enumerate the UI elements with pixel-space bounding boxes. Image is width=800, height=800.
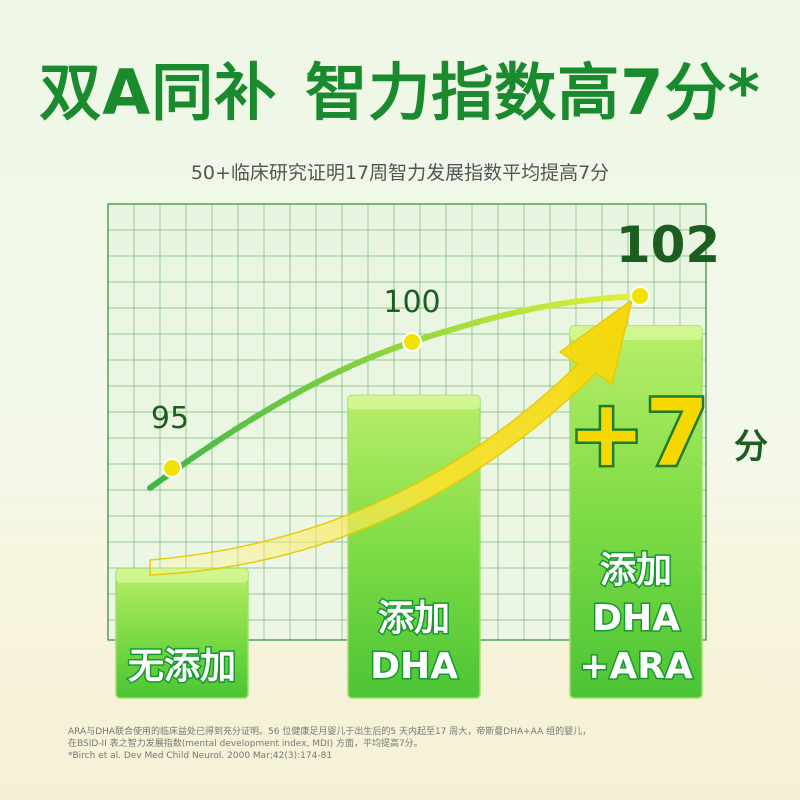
plus-seven-label: +7 [568, 380, 709, 487]
footnote-line-1: ARA与DHA联合使用的临床益处已得到充分证明。56 位健康足月婴儿于出生后的5… [68, 727, 592, 737]
headline-part-1: 双A同补 [39, 56, 278, 129]
bar-label-2-line-2: DHA [370, 646, 458, 687]
value-label-1: 95 [151, 401, 189, 436]
bar-label-2-line-1: 添加 [378, 598, 450, 639]
footnote: ARA与DHA联合使用的临床益处已得到充分证明。56 位健康足月婴儿于出生后的5… [68, 726, 768, 762]
bar-label-1-line-1: 无添加 [128, 646, 236, 687]
highlight-callout: +7 分 [566, 378, 769, 490]
bar-3: 添加 DHA +ARA [569, 325, 703, 699]
bar-label-3-line-2: DHA [592, 598, 680, 639]
footnote-line-3: *Birch et al. Dev Med Child Neurol. 2000… [68, 751, 333, 761]
headline: 双A同补 智力指数高7分* [0, 42, 800, 132]
bar-2: 添加 DHA [347, 394, 481, 699]
bar-top-1 [116, 568, 248, 583]
bar-label-3-line-1: 添加 [600, 550, 672, 591]
data-point-1 [162, 458, 182, 478]
footnote-line-2: 在BSID-II 表之智力发展指数(mental development ind… [68, 739, 423, 749]
value-label-3: 102 [616, 216, 720, 274]
bar-1: 无添加 [115, 567, 249, 699]
bar-label-3-line-3: +ARA [579, 646, 693, 687]
headline-part-2: 智力指数高7分* [305, 56, 761, 129]
subtitle: 50+临床研究证明17周智力发展指数平均提高7分 [190, 162, 610, 184]
value-label-2: 100 [383, 285, 440, 320]
bar-top-2 [348, 395, 480, 410]
data-point-2 [402, 332, 422, 352]
data-point-3 [630, 286, 650, 306]
trend-arrow [149, 298, 634, 576]
points-unit-label: 分 [734, 427, 768, 467]
